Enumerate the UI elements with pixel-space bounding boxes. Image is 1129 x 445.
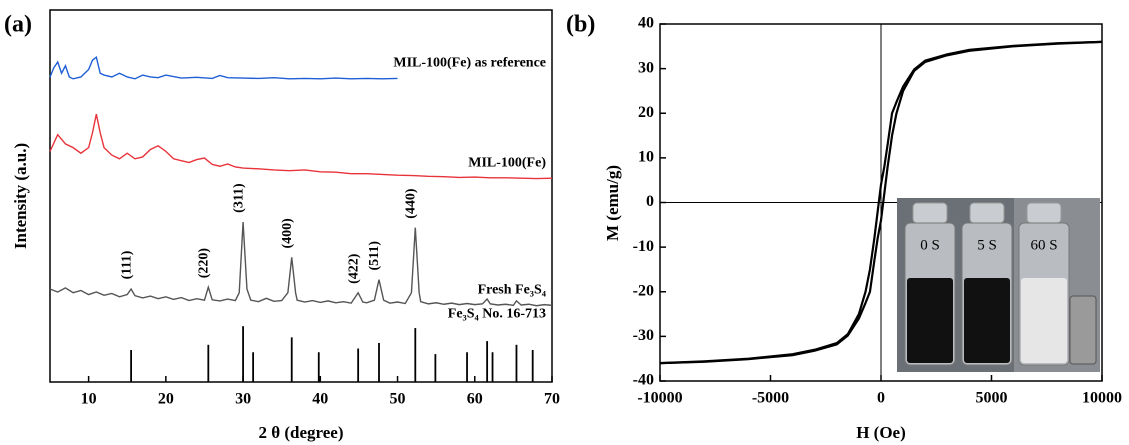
x-tick-label: 0 <box>877 390 885 407</box>
series-label: MIL-100(Fe) <box>468 155 546 170</box>
x-tick-label: 70 <box>544 391 560 408</box>
vial-liquid <box>964 278 1010 363</box>
xrd-line <box>49 114 553 180</box>
x-tick-label: -5000 <box>752 390 789 407</box>
vial-cap <box>969 202 1005 224</box>
x-tick-label: 10000 <box>1082 390 1122 407</box>
vial-liquid <box>907 278 953 363</box>
vial-cap <box>1026 202 1062 224</box>
vial-label: 5 S <box>977 237 997 253</box>
y-tick-label: 30 <box>638 59 654 76</box>
vial-label: 0 S <box>920 237 940 253</box>
vial-label: 60 S <box>1030 237 1057 253</box>
peak-label: (422) <box>346 253 361 284</box>
series-label: MIL-100(Fe) as reference <box>393 56 546 71</box>
reference-label: Fe₃S₄ No. 16-713 <box>448 306 546 321</box>
plot-frame <box>49 9 553 383</box>
hysteresis-branch <box>659 40 1103 365</box>
panel-label: (a) <box>4 12 32 38</box>
x-tick-label: -10000 <box>637 390 682 407</box>
peak-label: (511) <box>367 241 382 271</box>
y-tick-label: 10 <box>638 149 654 166</box>
y-tick-label: 40 <box>638 15 654 32</box>
panel-label: (b) <box>566 12 595 38</box>
series-label: Fresh Fe₃S₄ <box>478 283 547 298</box>
y-tick-label: -10 <box>633 238 654 255</box>
x-tick-label: 60 <box>467 391 483 408</box>
magnet <box>1069 295 1097 365</box>
y-tick-label: -30 <box>633 327 654 344</box>
y-tick-label: -40 <box>633 372 654 389</box>
peak-label: (400) <box>280 218 295 249</box>
peak-label: (111) <box>119 250 134 279</box>
vial-cap <box>912 202 948 224</box>
x-tick-label: 5000 <box>976 390 1008 407</box>
peak-label: (311) <box>231 183 246 213</box>
x-axis-label: H (Oe) <box>856 423 906 442</box>
peak-label: (440) <box>404 188 419 219</box>
inset-photo: 0 S 5 S 60 S <box>897 198 1100 372</box>
x-tick-label: 50 <box>390 391 406 408</box>
y-axis-label: M (emu/g) <box>603 165 622 241</box>
x-tick-label: 40 <box>312 391 328 408</box>
xrd-line <box>49 221 553 307</box>
x-tick-label: 20 <box>158 391 174 408</box>
x-tick-label: 30 <box>235 391 251 408</box>
peak-label: (220) <box>197 248 212 279</box>
xrd-line <box>49 56 398 80</box>
y-axis-label: Intensity (a.u.) <box>11 143 30 249</box>
y-tick-label: 0 <box>646 193 654 210</box>
y-tick-label: -20 <box>633 282 654 299</box>
x-axis-label: 2 θ (degree) <box>258 423 343 442</box>
x-tick-label: 10 <box>81 391 97 408</box>
vial-liquid <box>1021 278 1067 363</box>
y-tick-label: 20 <box>638 104 654 121</box>
